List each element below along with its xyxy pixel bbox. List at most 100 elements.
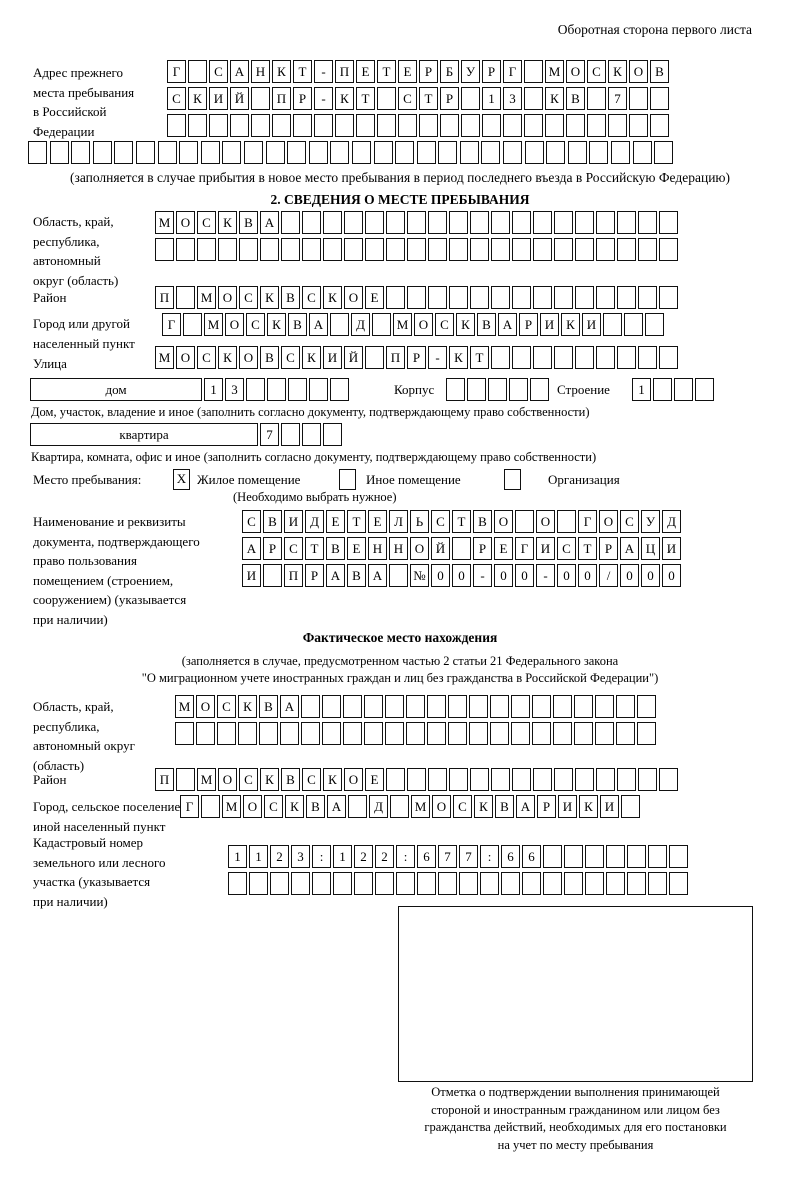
form-cell[interactable] — [481, 141, 501, 164]
previous-address-row-4[interactable] — [28, 141, 676, 164]
form-cell[interactable]: - — [314, 87, 333, 110]
form-cell[interactable] — [659, 286, 678, 309]
form-cell[interactable] — [449, 211, 468, 234]
stay-type-checkbox-residential[interactable]: X — [173, 469, 190, 490]
form-cell[interactable] — [616, 722, 635, 745]
form-cell[interactable]: С — [242, 510, 261, 533]
form-cell[interactable]: Й — [230, 87, 249, 110]
form-cell[interactable] — [617, 211, 636, 234]
form-cell[interactable]: Т — [578, 537, 597, 560]
form-cell[interactable]: И — [540, 313, 559, 336]
form-cell[interactable]: 0 — [431, 564, 450, 587]
form-cell[interactable] — [239, 238, 258, 261]
form-cell[interactable]: И — [558, 795, 577, 818]
form-cell[interactable] — [280, 722, 299, 745]
form-cell[interactable]: П — [284, 564, 303, 587]
form-cell[interactable] — [629, 114, 648, 137]
form-cell[interactable]: О — [432, 795, 451, 818]
form-cell[interactable] — [386, 286, 405, 309]
form-cell[interactable]: О — [344, 768, 363, 791]
form-cell[interactable] — [348, 795, 367, 818]
form-cell[interactable] — [28, 141, 47, 164]
form-cell[interactable]: Р — [599, 537, 618, 560]
form-cell[interactable]: Г — [162, 313, 181, 336]
form-cell[interactable]: Т — [305, 537, 324, 560]
form-cell[interactable] — [557, 510, 576, 533]
form-cell[interactable] — [532, 695, 551, 718]
form-cell[interactable]: К — [323, 768, 342, 791]
form-cell[interactable] — [509, 378, 528, 401]
form-cell[interactable] — [222, 141, 242, 164]
form-cell[interactable] — [648, 845, 667, 868]
form-cell[interactable] — [543, 872, 562, 895]
form-cell[interactable]: К — [449, 346, 468, 369]
form-cell[interactable] — [281, 423, 300, 446]
form-cell[interactable] — [632, 141, 652, 164]
form-cell[interactable] — [452, 537, 471, 560]
form-cell[interactable]: Н — [251, 60, 270, 83]
form-cell[interactable]: А — [242, 537, 261, 560]
form-cell[interactable]: К — [323, 286, 342, 309]
form-cell[interactable]: К — [579, 795, 598, 818]
form-cell[interactable]: О — [218, 768, 237, 791]
form-cell[interactable] — [364, 722, 383, 745]
form-cell[interactable]: Р — [519, 313, 538, 336]
form-cell[interactable] — [243, 141, 263, 164]
form-cell[interactable] — [585, 845, 604, 868]
form-cell[interactable]: А — [260, 211, 279, 234]
form-cell[interactable] — [575, 286, 594, 309]
form-cell[interactable] — [200, 141, 220, 164]
form-cell[interactable]: М — [545, 60, 564, 83]
form-cell[interactable] — [176, 286, 195, 309]
form-cell[interactable] — [438, 141, 458, 164]
form-cell[interactable] — [566, 114, 585, 137]
form-cell[interactable]: 0 — [515, 564, 534, 587]
form-cell[interactable]: С — [453, 795, 472, 818]
form-cell[interactable]: 2 — [270, 845, 289, 868]
form-cell[interactable]: О — [410, 537, 429, 560]
form-cell[interactable] — [617, 768, 636, 791]
form-cell[interactable] — [344, 211, 363, 234]
form-cell[interactable]: Е — [398, 60, 417, 83]
form-cell[interactable] — [71, 141, 91, 164]
form-cell[interactable] — [351, 141, 371, 164]
form-cell[interactable]: Р — [440, 87, 459, 110]
form-cell[interactable]: 7 — [608, 87, 627, 110]
form-cell[interactable] — [377, 114, 396, 137]
form-cell[interactable]: Р — [305, 564, 324, 587]
stroenie-cells[interactable]: 1 — [632, 378, 714, 401]
form-cell[interactable]: В — [259, 695, 278, 718]
form-cell[interactable] — [617, 238, 636, 261]
form-cell[interactable] — [491, 286, 510, 309]
form-cell[interactable]: С — [217, 695, 236, 718]
form-cell[interactable] — [188, 114, 207, 137]
form-cell[interactable]: 0 — [578, 564, 597, 587]
form-cell[interactable]: Е — [368, 510, 387, 533]
form-cell[interactable]: С — [197, 346, 216, 369]
cadastral-row-2[interactable] — [228, 872, 688, 895]
form-cell[interactable]: Б — [440, 60, 459, 83]
form-cell[interactable] — [356, 114, 375, 137]
form-cell[interactable]: Й — [344, 346, 363, 369]
form-cell[interactable] — [406, 722, 425, 745]
form-cell[interactable] — [323, 423, 342, 446]
form-cell[interactable] — [638, 286, 657, 309]
form-cell[interactable] — [427, 695, 446, 718]
form-cell[interactable]: Т — [347, 510, 366, 533]
form-cell[interactable] — [638, 238, 657, 261]
form-cell[interactable]: Г — [180, 795, 199, 818]
form-cell[interactable]: Н — [368, 537, 387, 560]
form-cell[interactable]: Д — [662, 510, 681, 533]
form-cell[interactable]: Т — [377, 60, 396, 83]
form-cell[interactable]: К — [260, 286, 279, 309]
form-cell[interactable]: 3 — [291, 845, 310, 868]
form-cell[interactable] — [308, 141, 328, 164]
form-cell[interactable] — [196, 722, 215, 745]
form-cell[interactable] — [503, 114, 522, 137]
form-cell[interactable]: Д — [369, 795, 388, 818]
form-cell[interactable] — [627, 845, 646, 868]
form-cell[interactable] — [490, 695, 509, 718]
